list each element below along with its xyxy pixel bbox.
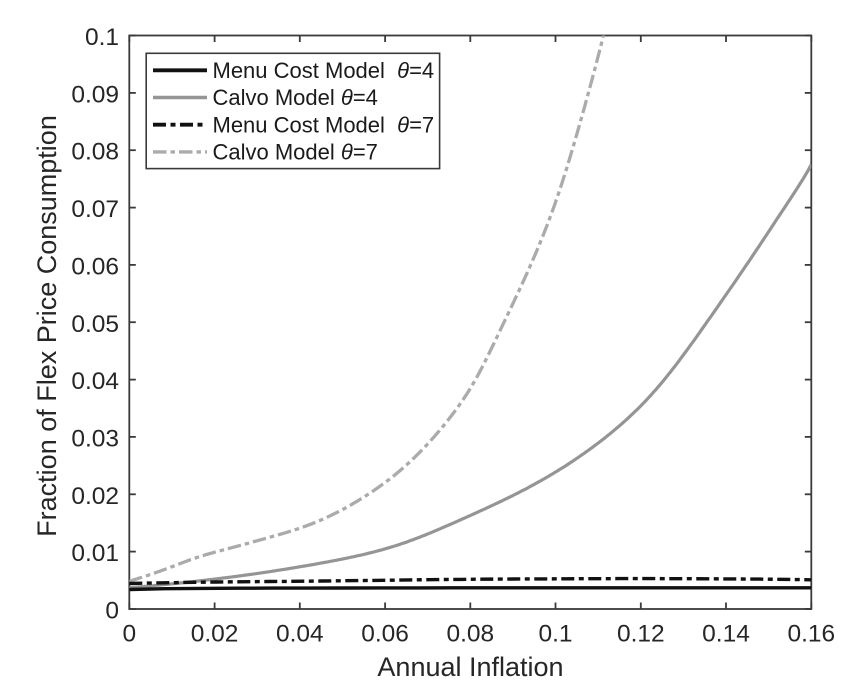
svg-text:0.16: 0.16 [787,621,835,648]
svg-text:0.08: 0.08 [71,139,119,166]
svg-text:Fraction of Flex Price Consump: Fraction of Flex Price Consumption [32,115,62,537]
svg-text:0.03: 0.03 [71,425,119,452]
svg-text:0.1: 0.1 [85,24,119,51]
svg-text:0.08: 0.08 [446,621,494,648]
svg-text:0.02: 0.02 [71,483,119,510]
svg-text:0.05: 0.05 [71,311,119,338]
svg-text:0.14: 0.14 [702,621,750,648]
svg-text:0.06: 0.06 [71,253,119,280]
svg-text:Calvo Model θ=7: Calvo Model θ=7 [213,140,378,165]
svg-text:0: 0 [122,621,136,648]
svg-text:0.01: 0.01 [71,540,119,567]
svg-text:0.04: 0.04 [71,368,119,395]
svg-text:0.06: 0.06 [361,621,409,648]
svg-text:Annual Inflation: Annual Inflation [377,652,563,682]
svg-text:0.1: 0.1 [538,621,572,648]
svg-text:Calvo Model θ=4: Calvo Model θ=4 [213,85,378,110]
svg-text:0.09: 0.09 [71,81,119,108]
svg-text:0.04: 0.04 [276,621,324,648]
svg-text:Menu Cost Model θ=7: Menu Cost Model θ=7 [213,112,435,137]
svg-text:0.07: 0.07 [71,196,119,223]
svg-text:Menu Cost Model θ=4: Menu Cost Model θ=4 [213,58,435,83]
svg-text:0.02: 0.02 [191,621,239,648]
svg-text:0.12: 0.12 [617,621,665,648]
svg-text:0: 0 [105,598,119,625]
